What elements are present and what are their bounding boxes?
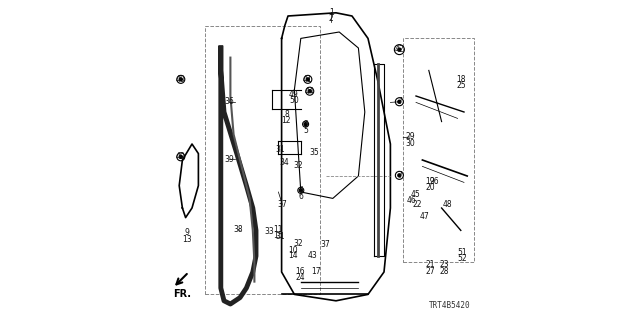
Circle shape	[308, 90, 311, 93]
Text: 36: 36	[224, 97, 234, 106]
Text: 3: 3	[303, 120, 308, 129]
Text: 31: 31	[275, 145, 285, 154]
Text: TRT4B5420: TRT4B5420	[429, 301, 470, 310]
Text: 35: 35	[309, 148, 319, 157]
Text: 18: 18	[457, 75, 466, 84]
Text: 50: 50	[289, 96, 299, 105]
Text: 32: 32	[293, 161, 303, 170]
Text: 51: 51	[458, 248, 467, 257]
Text: 49: 49	[289, 90, 299, 99]
Text: 40: 40	[176, 75, 186, 84]
Circle shape	[398, 100, 401, 103]
Text: 2: 2	[329, 14, 333, 23]
Text: 4: 4	[298, 186, 303, 195]
Text: 46: 46	[406, 196, 416, 205]
Text: 1: 1	[329, 8, 333, 17]
Text: 37: 37	[277, 200, 287, 209]
Text: 42: 42	[394, 45, 404, 54]
Text: 30: 30	[405, 139, 415, 148]
Text: 26: 26	[429, 177, 440, 186]
Text: 23: 23	[439, 260, 449, 269]
Text: 19: 19	[426, 177, 435, 186]
Text: 39: 39	[224, 155, 234, 164]
Text: 41: 41	[303, 75, 313, 84]
Text: 14: 14	[288, 252, 298, 260]
Text: 11: 11	[273, 225, 282, 234]
Text: 32: 32	[293, 239, 303, 248]
Text: 40: 40	[176, 152, 186, 161]
Circle shape	[398, 48, 401, 51]
Circle shape	[179, 155, 182, 158]
Text: 27: 27	[426, 267, 435, 276]
Text: 28: 28	[440, 267, 449, 276]
Text: 21: 21	[426, 260, 435, 269]
Text: 43: 43	[308, 251, 318, 260]
Text: 16: 16	[295, 267, 305, 276]
Text: 25: 25	[456, 81, 467, 90]
Text: 45: 45	[410, 190, 420, 199]
Circle shape	[398, 174, 401, 177]
Text: 24: 24	[295, 273, 305, 282]
Text: 5: 5	[303, 126, 308, 135]
Text: 17: 17	[311, 267, 321, 276]
Circle shape	[300, 189, 302, 192]
Circle shape	[307, 78, 309, 81]
Text: 37: 37	[321, 240, 331, 249]
Text: 12: 12	[282, 116, 291, 124]
Text: 31: 31	[275, 232, 285, 241]
Text: 10: 10	[288, 246, 298, 255]
Text: 33: 33	[264, 228, 275, 236]
Text: 34: 34	[279, 158, 289, 167]
Text: 52: 52	[458, 254, 467, 263]
Text: 22: 22	[413, 200, 422, 209]
Circle shape	[179, 78, 182, 81]
Text: 9: 9	[185, 228, 189, 237]
Text: 15: 15	[273, 231, 283, 240]
Text: 20: 20	[426, 183, 435, 192]
Text: FR.: FR.	[173, 289, 191, 300]
Text: 7: 7	[397, 97, 402, 106]
Text: 44: 44	[305, 87, 315, 96]
Circle shape	[304, 123, 307, 126]
Text: 29: 29	[405, 132, 415, 141]
Text: 38: 38	[234, 225, 243, 234]
Text: 47: 47	[419, 212, 429, 221]
Text: 13: 13	[182, 235, 192, 244]
Text: 6: 6	[298, 192, 303, 201]
Text: 8: 8	[284, 110, 289, 119]
Text: 7: 7	[397, 171, 402, 180]
Text: 48: 48	[442, 200, 452, 209]
